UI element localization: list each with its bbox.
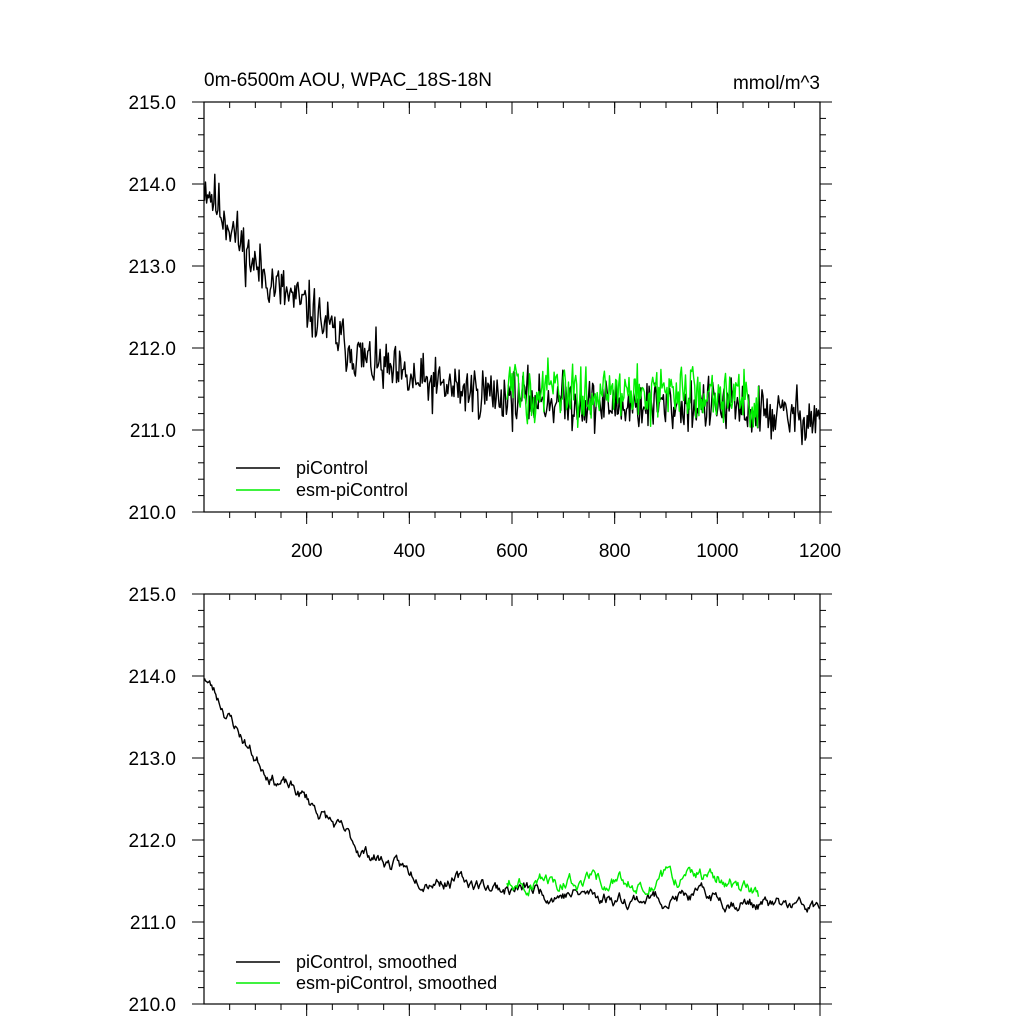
chart-title: 0m-6500m AOU, WPAC_18S-18N bbox=[204, 70, 492, 91]
legend-label-picontrol: piControl bbox=[296, 458, 368, 478]
y-tick-label: 213.0 bbox=[128, 257, 176, 278]
legend-label-esm-picontrol: esm-piControl bbox=[296, 480, 408, 500]
x-tick-label: 1000 bbox=[696, 541, 738, 562]
y-tick-label: 210.0 bbox=[128, 503, 176, 524]
top-x-tick-labels: 200 400 600 800 1000 1200 bbox=[291, 541, 841, 562]
bottom-series-lines bbox=[203, 678, 821, 913]
y-tick-label: 214.0 bbox=[128, 667, 176, 688]
series-line-esm-picontrol-smoothed bbox=[506, 865, 760, 897]
legend-label-esm-picontrol-smoothed: esm-piControl, smoothed bbox=[296, 973, 497, 993]
y-tick-label: 215.0 bbox=[128, 93, 176, 114]
top-plot-frame bbox=[203, 101, 821, 513]
y-tick-label: 212.0 bbox=[128, 339, 176, 360]
x-tick-label: 200 bbox=[291, 541, 323, 562]
top-axis-ticks bbox=[192, 101, 832, 524]
y-tick-label: 214.0 bbox=[128, 175, 176, 196]
x-tick-label: 800 bbox=[599, 541, 631, 562]
bottom-axis-ticks bbox=[192, 593, 832, 1016]
x-tick-label: 1200 bbox=[799, 541, 841, 562]
y-tick-label: 210.0 bbox=[128, 995, 176, 1016]
y-tick-label: 211.0 bbox=[130, 421, 176, 442]
bottom-legend: piControl, smoothed esm-piControl, smoot… bbox=[236, 952, 497, 993]
y-tick-label: 215.0 bbox=[128, 585, 176, 606]
x-tick-label: 600 bbox=[496, 541, 528, 562]
top-panel: 210.0 211.0 212.0 213.0 214.0 215.0 200 400 600… bbox=[128, 93, 841, 562]
legend-label-picontrol-smoothed: piControl, smoothed bbox=[296, 952, 457, 972]
series-line-esm-picontrol bbox=[506, 357, 760, 428]
bottom-plot-frame bbox=[203, 593, 821, 1005]
y-tick-label: 213.0 bbox=[128, 749, 176, 770]
bottom-y-tick-labels: 210.0 211.0 212.0 213.0 214.0 215.0 bbox=[128, 585, 176, 1016]
top-legend: piControl esm-piControl bbox=[236, 458, 408, 500]
y-tick-label: 211.0 bbox=[130, 913, 176, 934]
y-tick-label: 212.0 bbox=[128, 831, 176, 852]
top-y-tick-labels: 210.0 211.0 212.0 213.0 214.0 215.0 bbox=[128, 93, 176, 524]
series-line-picontrol-smoothed bbox=[203, 678, 821, 913]
units-label: mmol/m^3 bbox=[733, 73, 820, 94]
x-tick-label: 400 bbox=[393, 541, 425, 562]
top-series-lines bbox=[203, 173, 821, 446]
bottom-panel: 210.0 211.0 212.0 213.0 214.0 215.0 piControl… bbox=[128, 585, 832, 1016]
